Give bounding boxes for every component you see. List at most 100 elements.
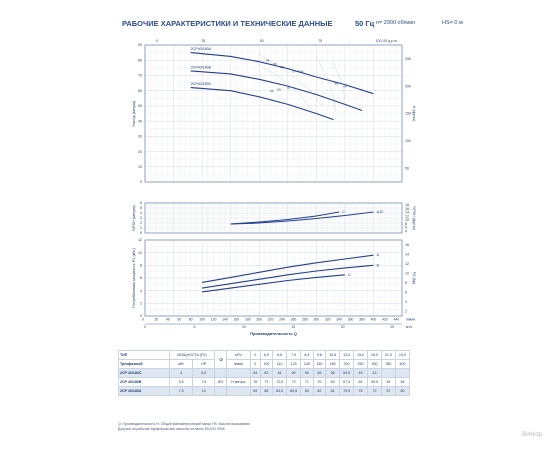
table-cell: 72 [367, 386, 382, 396]
y-tick-label: 6 [140, 201, 142, 205]
y-tick-label: 30 [138, 135, 142, 139]
series-line [190, 52, 374, 95]
y2-tick-label: 150 [405, 112, 411, 116]
table-cell: 71 [300, 377, 314, 387]
x-tick-label: 160 [234, 318, 240, 322]
table-cell: IE3 [214, 377, 227, 387]
table-cell: м³/ч [225, 350, 251, 360]
x-tick-label: 220 [268, 318, 274, 322]
table-cell: 180 [325, 359, 341, 369]
table-cell: 58 [312, 368, 327, 378]
x-tick-label: 380 [359, 318, 365, 322]
table-cell: 84,5 [286, 386, 302, 396]
table-cell: ТИП [118, 350, 170, 360]
y2-tick-label: 12 [405, 262, 409, 266]
y-tick-label: 3 [140, 216, 142, 220]
x-tick-label: 200 [256, 318, 262, 322]
table-cell: 6,0 [259, 350, 274, 360]
x-tick-label: 280 [302, 318, 308, 322]
table-row: 2CP 40/180A 7,5 10 89 85 84,5 84,5 83 82 81 79,5 76… [118, 386, 411, 396]
y2-tick-label: 200 [405, 84, 411, 88]
table-cell: 61 [272, 368, 288, 378]
table-cell: МОЩНОСТЬ (P2) [168, 350, 216, 360]
table-cell: 64 [249, 368, 261, 378]
x-tick-label: 240 [279, 318, 285, 322]
x-tick-label: 340 [336, 318, 342, 322]
y2-axis-label: H (футы) [412, 106, 416, 123]
x-tick-label: 140 [222, 318, 228, 322]
efficiency-label: 64 [270, 89, 274, 93]
table-cell: 43 [367, 368, 382, 378]
series-label: A [376, 253, 379, 257]
series-label: 2CP40/180C [191, 82, 212, 86]
table-cell: 2CP 40/180A [118, 386, 170, 396]
table-cell [214, 368, 227, 378]
y2-tick-label: 50 [405, 167, 409, 171]
series-label: 2CP40/180A [191, 47, 212, 51]
efficiency-label: 68 [280, 65, 284, 69]
table-cell: 5,5 [192, 368, 216, 378]
table-cell [394, 368, 411, 378]
table-cell: 7,5 [286, 350, 302, 360]
x2-tick-label: 15 [291, 325, 295, 329]
table-row: 2CP 40/180B 5,5 7,5 IE3 H метры 76 73 72,5 72 71 7… [118, 377, 411, 387]
y-tick-label: 60 [138, 89, 142, 93]
y2-tick-label: 2 [405, 309, 407, 313]
x-tick-label: 260 [291, 318, 297, 322]
y2-tick-label: 18 [405, 203, 409, 207]
table-cell: 83 [300, 386, 314, 396]
x-tick-label: 400 [371, 318, 377, 322]
table-cell: 46 [394, 377, 411, 387]
y-tick-label: 5 [140, 206, 142, 210]
y-tick-label: 4 [140, 211, 142, 215]
x-tick-label: 360 [348, 318, 354, 322]
hs-label: HS= 0 м [442, 20, 463, 26]
table-cell: 15,0 [353, 350, 369, 360]
series-label: A-B [376, 210, 383, 214]
x2-unit-label: м³/ч [406, 325, 412, 329]
series-line [202, 274, 345, 293]
table-cell: 76 [249, 377, 261, 387]
y-tick-label: 6 [140, 276, 142, 280]
y2-tick-label: 4 [405, 300, 407, 304]
series-line [202, 254, 374, 283]
table-cell: 70 [312, 377, 327, 387]
series-line [202, 264, 374, 289]
y-tick-label: 70 [138, 74, 142, 78]
frequency-label: 50 Гц [355, 19, 375, 28]
efficiency-label: 67 [287, 86, 291, 90]
y-tick-label: 0 [140, 180, 142, 184]
x-tick-label: 80 [189, 318, 193, 322]
y2-tick-label: 250 [405, 57, 411, 61]
efficiency-label: 64 [343, 85, 347, 89]
x2-tick-label: 10 [242, 325, 246, 329]
table-cell: 300 [367, 359, 382, 369]
y-tick-label: 2 [140, 302, 142, 306]
table-cell: 60 [286, 368, 302, 378]
y-tick-label: 50 [138, 104, 142, 108]
top-tick-label: 75 [318, 39, 322, 43]
series-line [190, 87, 334, 121]
table-cell: 60 [394, 386, 411, 396]
x2-tick-label: 25 [390, 325, 394, 329]
table-cell [380, 368, 396, 378]
table-cell: 72 [286, 377, 302, 387]
table-cell: кВт [168, 359, 194, 369]
table-cell: 2CP 40/180B [118, 377, 170, 387]
table-cell: 85 [259, 386, 274, 396]
y2-tick-label: 4 [405, 229, 407, 233]
series-line [190, 70, 363, 112]
table-cell: 0 [249, 350, 261, 360]
y-axis-label: Потребляемая мощность P2 (кВт) [132, 247, 136, 307]
series-label: C [348, 273, 351, 277]
table-cell: 200 [339, 359, 355, 369]
efficiency-curve [333, 63, 346, 100]
page-title: РАБОЧИЕ ХАРАКТЕРИСТИКИ И ТЕХНИЧЕСКИЕ ДАН… [122, 19, 333, 28]
y-tick-label: 8 [140, 264, 142, 268]
x-tick-label: 300 [313, 318, 319, 322]
y-tick-label: 20 [138, 150, 142, 154]
table-cell: 2CP 40/180C [118, 368, 170, 378]
y2-tick-label: 10 [405, 218, 409, 222]
y2-tick-label: 6 [405, 290, 407, 294]
